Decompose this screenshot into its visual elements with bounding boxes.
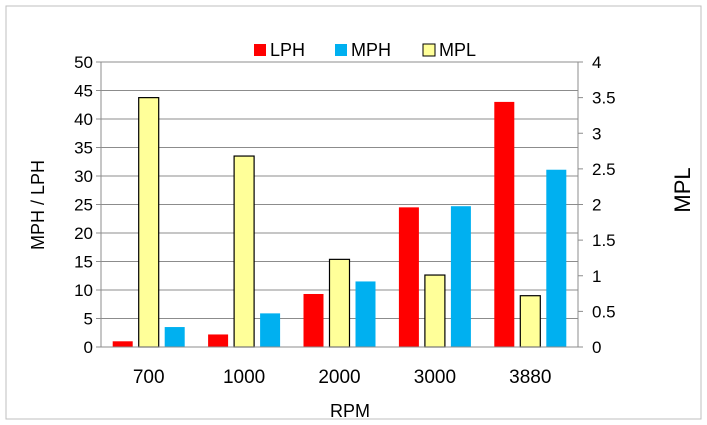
legend: LPH MPH MPL [254, 40, 476, 60]
bar-mph-700 [164, 327, 185, 347]
bar-mph-1000 [260, 313, 281, 347]
bars [112, 97, 567, 348]
left-axis-ticks: 0 5 10 15 20 25 30 35 40 45 50 [74, 53, 93, 357]
left-tick-label: 30 [74, 167, 93, 186]
bar-lph-3000 [398, 207, 419, 347]
right-tick-label: 2.5 [592, 160, 616, 179]
x-axis-ticks: 700 1000 2000 3000 3880 [133, 367, 552, 388]
right-tick-label: 4 [592, 53, 601, 72]
legend-label-mph: MPH [351, 40, 391, 60]
left-tick-label: 40 [74, 110, 93, 129]
left-tick-label: 0 [84, 338, 93, 357]
right-tick-label: 3 [592, 124, 601, 143]
left-tick-label: 5 [84, 310, 93, 329]
bar-lph-2000 [303, 293, 324, 347]
axes [96, 61, 583, 348]
left-tick-label: 15 [74, 253, 93, 272]
bar-mpl-3000 [424, 274, 446, 348]
right-axis-ticks: 0 0.5 1 1.5 2 2.5 3 3.5 4 [592, 53, 616, 357]
bar-mpl-700 [138, 97, 160, 348]
legend-swatch-mpl [422, 43, 436, 57]
bar-mpl-2000 [328, 258, 351, 348]
right-axis-title: MPL [670, 167, 695, 212]
bar-mpl-1000 [233, 155, 255, 348]
legend-label-lph: LPH [270, 40, 305, 60]
x-tick-label: 1000 [223, 367, 265, 388]
legend-swatch-mph [335, 44, 347, 56]
left-tick-label: 20 [74, 224, 93, 243]
x-tick-label: 2000 [318, 367, 360, 388]
chart-border [5, 5, 702, 420]
bar-mph-2000 [355, 281, 376, 347]
left-axis-title: MPH / LPH [28, 160, 48, 250]
right-tick-label: 3.5 [592, 89, 616, 108]
bar-mpl-3880 [519, 295, 541, 348]
x-tick-label: 3880 [509, 367, 551, 388]
x-tick-label: 3000 [414, 367, 456, 388]
legend-swatch-lph [254, 44, 266, 56]
right-tick-label: 0 [592, 338, 601, 357]
left-tick-label: 25 [74, 196, 93, 215]
right-tick-label: 2 [592, 196, 601, 215]
bar-mph-3880 [546, 169, 567, 347]
right-tick-label: 1.5 [592, 231, 616, 250]
left-tick-label: 45 [74, 82, 93, 101]
x-axis-title: RPM [330, 401, 370, 421]
x-tick-label: 700 [133, 367, 165, 388]
bar-lph-700 [112, 341, 133, 347]
legend-label-mpl: MPL [439, 40, 476, 60]
right-tick-label: 0.5 [592, 302, 616, 321]
left-tick-label: 10 [74, 281, 93, 300]
bar-lph-1000 [208, 334, 229, 347]
left-tick-label: 35 [74, 139, 93, 158]
bar-mph-3000 [450, 206, 471, 347]
left-tick-label: 50 [74, 53, 93, 72]
right-tick-label: 1 [592, 267, 601, 286]
bar-lph-3880 [494, 101, 515, 348]
